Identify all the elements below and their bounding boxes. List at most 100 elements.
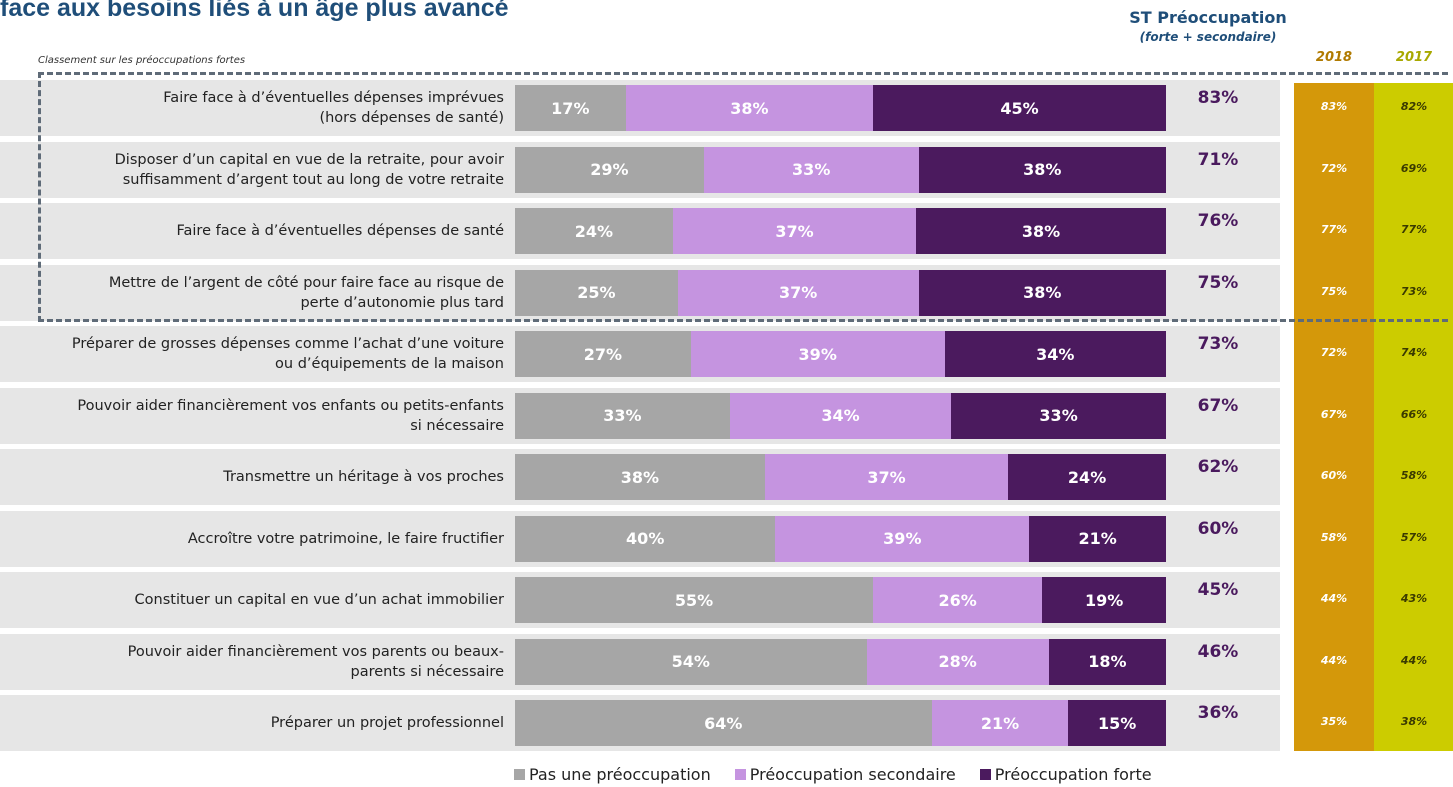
history-value-2017: 38%	[1400, 715, 1428, 728]
bar-segment-value: 37%	[867, 467, 906, 487]
history-value-2018: 77%	[1320, 223, 1348, 236]
bar-segment-strong: 38%	[916, 208, 1166, 254]
bar-segment-value: 15%	[1098, 713, 1137, 733]
history-value-2017: 57%	[1400, 530, 1428, 544]
bar-segment-value: 25%	[577, 283, 616, 302]
bar-segment-none: 29%	[515, 146, 704, 193]
bar-segment-value: 24%	[574, 221, 614, 241]
history-value-2017: 43%	[1400, 592, 1428, 605]
bar-segment-value: 34%	[1036, 344, 1075, 364]
bar-segment-value: 24%	[1067, 467, 1107, 487]
category-label: Accroître votre patrimoine, le faire fru…	[0, 511, 504, 567]
history-value-2018: 72%	[1320, 161, 1348, 175]
category-label-text: Constituer un capital en vue d’un achat …	[134, 592, 504, 608]
year-header-2018: 2018	[1315, 50, 1353, 65]
bar-segment-value: 37%	[775, 221, 814, 241]
bar-segment-value: 29%	[590, 160, 629, 179]
category-label: Transmettre un héritage à vos proches	[0, 449, 504, 505]
category-label-text: Pouvoir aider financièrement vos enfants…	[77, 397, 504, 434]
history-value-2018: 83%	[1320, 100, 1348, 113]
stacked-bar: 17% 38% 45%	[515, 85, 1166, 131]
bar-segment-strong: 38%	[918, 146, 1166, 193]
bar-segment-secondary: 38%	[625, 85, 874, 131]
st-preoccupation-subheader: (forte + secondaire)	[1139, 30, 1277, 44]
legend-swatch-strong	[979, 769, 991, 780]
st-total-value: 75%	[1197, 272, 1239, 293]
category-label: Faire face à d’éventuelles dépenses de s…	[0, 203, 505, 259]
st-total-value: 62%	[1197, 457, 1239, 477]
history-value-2017: 69%	[1400, 161, 1428, 175]
history-value-2018: 44%	[1320, 653, 1348, 667]
bar-segment-value: 38%	[1023, 283, 1062, 302]
bar-segment-value: 38%	[1023, 160, 1062, 179]
history-value-2018: 75%	[1320, 284, 1348, 298]
legend-item-none: Pas une préoccupation	[514, 765, 711, 784]
bar-segment-strong: 24%	[1008, 454, 1166, 500]
bar-segment-none: 55%	[515, 577, 874, 623]
st-total-value: 45%	[1197, 580, 1239, 600]
bar-segment-none: 40%	[515, 515, 776, 562]
stacked-bar: 29% 33% 38%	[515, 146, 1166, 193]
category-label: Préparer un projet professionnel	[0, 695, 504, 751]
bar-segment-secondary: 39%	[775, 515, 1030, 562]
stacked-bar: 33% 34% 33%	[515, 392, 1166, 439]
bar-segment-strong: 34%	[944, 331, 1166, 377]
bar-segment-value: 21%	[1078, 529, 1117, 548]
st-preoccupation-header: ST Préoccupation	[1129, 8, 1287, 27]
category-label: Constituer un capital en vue d’un achat …	[0, 572, 504, 628]
legend-swatch-none	[514, 769, 525, 780]
bar-segment-secondary: 37%	[677, 269, 919, 316]
st-total-value: 36%	[1197, 703, 1239, 723]
history-value-2018: 67%	[1320, 407, 1348, 421]
bar-segment-none: 54%	[515, 638, 867, 685]
history-value-2017: 77%	[1400, 223, 1428, 236]
bar-segment-secondary: 26%	[873, 577, 1043, 623]
bar-segment-value: 27%	[583, 344, 623, 364]
bar-segment-value: 45%	[1000, 98, 1039, 118]
history-value-2018: 60%	[1320, 469, 1348, 482]
chart-legend: Pas une préoccupation Préoccupation seco…	[514, 765, 1152, 784]
history-value-2017: 58%	[1400, 469, 1428, 482]
category-label-text: Faire face à d’éventuelles dépenses de s…	[176, 223, 505, 239]
bar-segment-value: 40%	[626, 529, 665, 548]
history-value-2018: 72%	[1320, 346, 1348, 359]
bar-segment-value: 64%	[704, 713, 743, 733]
bar-segment-secondary: 37%	[672, 208, 917, 254]
bar-segment-value: 18%	[1088, 652, 1127, 671]
st-total-value: 60%	[1197, 518, 1239, 539]
category-label-text: Mettre de l’argent de côté pour faire fa…	[108, 274, 504, 311]
st-total-value: 71%	[1197, 149, 1239, 170]
history-value-2018: 44%	[1320, 592, 1348, 605]
bar-segment-value: 33%	[1039, 406, 1078, 425]
bar-segment-strong: 33%	[951, 392, 1166, 439]
bar-segment-secondary: 34%	[729, 392, 952, 439]
bar-segment-secondary: 21%	[931, 700, 1069, 746]
legend-swatch-secondary	[734, 769, 746, 780]
bar-segment-value: 19%	[1084, 590, 1124, 610]
bar-segment-value: 33%	[792, 160, 831, 179]
ranking-note: Classement sur les préoccupations fortes	[38, 55, 246, 66]
page-title: face aux besoins liés à un âge plus avan…	[0, 0, 509, 22]
st-total-value: 67%	[1197, 395, 1239, 416]
bar-segment-value: 37%	[779, 283, 818, 302]
bar-segment-value: 26%	[938, 590, 977, 610]
bar-segment-secondary: 28%	[866, 638, 1049, 685]
history-value-2017: 44%	[1400, 653, 1428, 667]
bar-segment-strong: 45%	[873, 85, 1166, 131]
category-label-text: Faire face à d’éventuelles dépenses impr…	[163, 90, 504, 126]
category-label: Préparer de grosses dépenses comme l’ach…	[0, 326, 504, 382]
bar-segment-value: 39%	[883, 529, 922, 548]
category-label: Pouvoir aider financièrement vos enfants…	[0, 388, 504, 444]
bar-segment-none: 17%	[515, 85, 626, 131]
history-value-2017: 74%	[1400, 346, 1428, 359]
year-header-2017: 2017	[1395, 50, 1433, 65]
category-label-text: Disposer d’un capital en vue de la retra…	[114, 151, 504, 188]
category-label-text: Préparer un projet professionnel	[270, 715, 504, 731]
category-label: Faire face à d’éventuelles dépenses impr…	[0, 80, 504, 136]
bar-segment-value: 33%	[603, 406, 642, 425]
bar-segment-value: 17%	[551, 98, 590, 118]
st-total-value: 73%	[1197, 334, 1239, 354]
bar-segment-none: 24%	[515, 208, 673, 254]
category-label-text: Accroître votre patrimoine, le faire fru…	[187, 530, 504, 547]
history-value-2017: 73%	[1400, 284, 1428, 298]
